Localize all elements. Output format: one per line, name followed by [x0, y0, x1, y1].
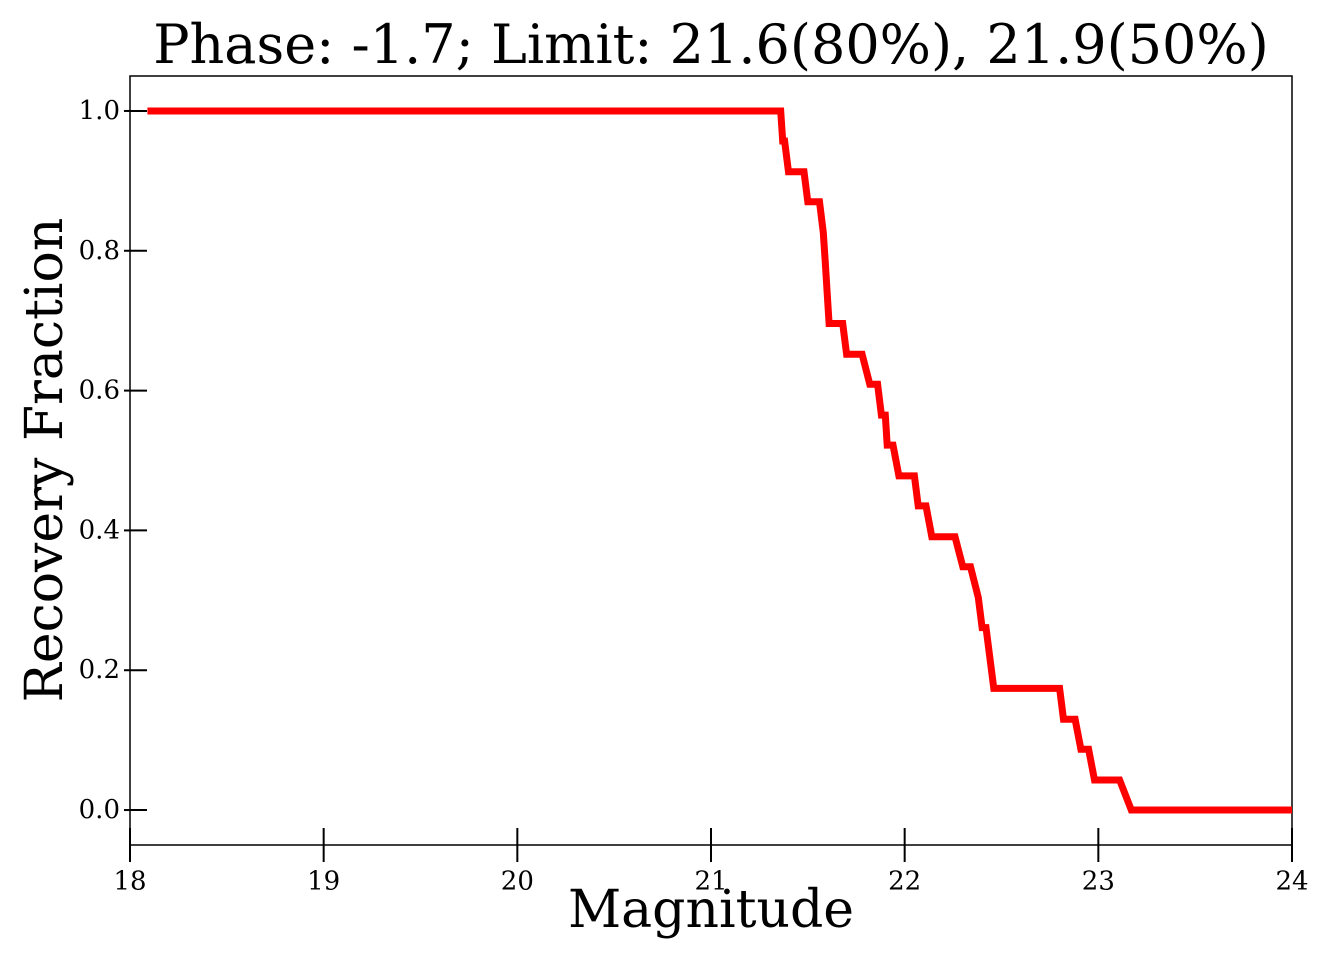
y-tick-label: 1.0	[79, 96, 120, 126]
y-axis-label: Recovery Fraction	[15, 218, 75, 703]
y-axis-ticks: 0.0 0.2 0.4 0.6 0.8 1.0	[79, 96, 147, 825]
series-layer	[147, 107, 1292, 814]
x-tick-label: 22	[888, 866, 921, 896]
x-axis-ticks: 18 19 20 21 22 23 24	[113, 828, 1309, 896]
x-tick-label: 18	[113, 866, 146, 896]
series-line	[147, 107, 1292, 814]
y-tick-label: 0.0	[79, 795, 120, 825]
x-tick-label: 21	[694, 866, 727, 896]
x-tick-label: 23	[1082, 866, 1115, 896]
x-tick-label: 24	[1275, 866, 1308, 896]
y-tick-label: 0.4	[79, 515, 120, 545]
x-axis-label: Magnitude	[568, 880, 854, 940]
y-tick-label: 0.6	[79, 376, 120, 406]
chart-title: Phase: -1.7; Limit: 21.6(80%), 21.9(50%)	[153, 13, 1269, 76]
plot-frame	[129, 75, 1293, 846]
x-tick-label: 20	[501, 866, 534, 896]
y-tick-label: 0.2	[79, 655, 120, 685]
x-tick-label: 19	[307, 866, 340, 896]
y-tick-label: 0.8	[79, 236, 120, 266]
